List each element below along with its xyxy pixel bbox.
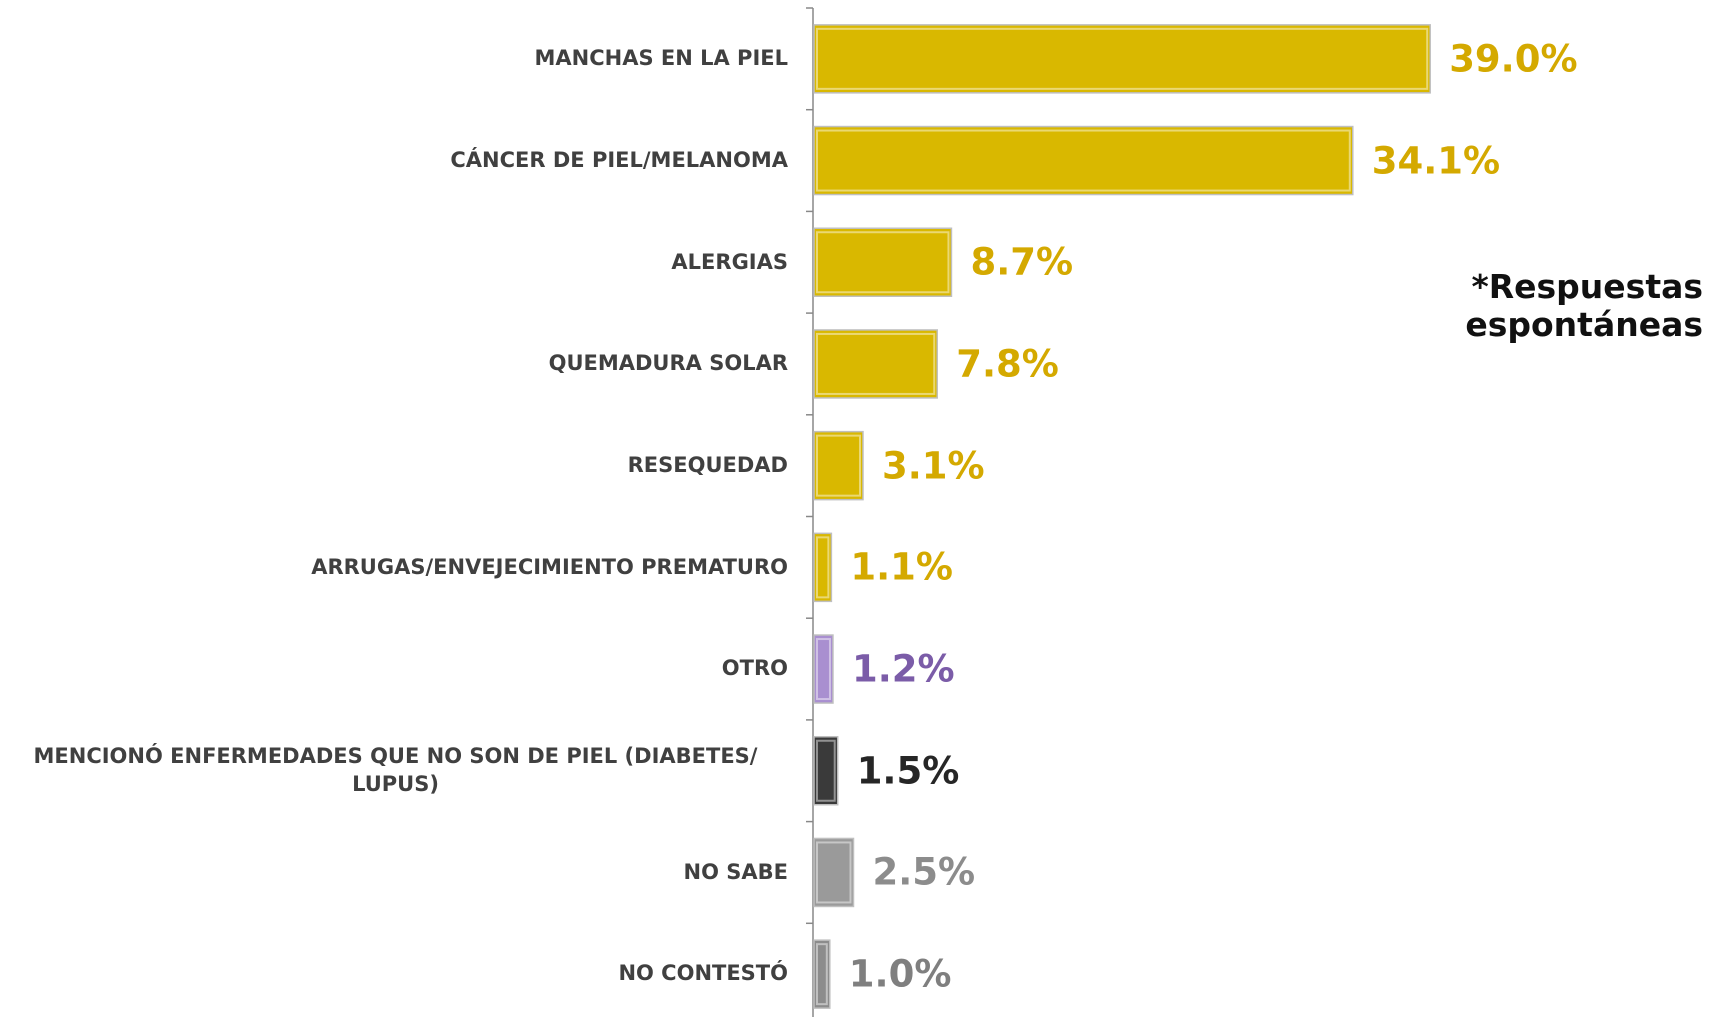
value-label: 3.1% — [881, 444, 985, 488]
category-label: NO SABE — [3, 832, 788, 912]
category-text: RESEQUEDAD — [627, 452, 788, 477]
category-label: OTRO — [3, 629, 788, 709]
category-text: NO CONTESTÓ — [618, 961, 788, 986]
bar-bevel — [816, 943, 828, 1006]
bar-bevel — [816, 739, 836, 802]
category-text: MENCIONÓ ENFERMEDADES QUE NO SON DE PIEL… — [33, 744, 758, 796]
bar — [813, 837, 855, 908]
value-label: 2.5% — [872, 850, 976, 894]
category-label: RESEQUEDAD — [3, 426, 788, 506]
bar-bevel — [816, 27, 1429, 90]
bar-bevel — [816, 434, 861, 497]
value-label: 34.1% — [1371, 139, 1501, 183]
bar — [813, 532, 833, 603]
bar — [813, 736, 839, 806]
bar — [813, 227, 953, 297]
bar — [813, 634, 834, 704]
bar-bevel — [816, 129, 1351, 192]
category-text: QUEMADURA SOLAR — [548, 351, 788, 376]
bar-bevel — [816, 536, 830, 599]
category-label: MENCIONÓ ENFERMEDADES QUE NO SON DE PIEL… — [3, 731, 788, 811]
category-label: ARRUGAS/ENVEJECIMIENTO PREMATURO — [3, 527, 788, 607]
value-label: 1.0% — [848, 952, 952, 996]
value-label: 1.5% — [856, 749, 960, 793]
category-text: ALERGIAS — [671, 249, 788, 274]
category-text: MANCHAS EN LA PIEL — [534, 46, 788, 71]
category-label: ALERGIAS — [3, 222, 788, 302]
category-label: NO CONTESTÓ — [3, 934, 788, 1014]
bar — [813, 430, 864, 501]
category-text: OTRO — [721, 656, 788, 681]
bar-bevel — [816, 638, 831, 701]
category-text: ARRUGAS/ENVEJECIMIENTO PREMATURO — [311, 554, 788, 579]
value-label: 7.8% — [956, 342, 1059, 386]
value-label: 8.7% — [970, 240, 1074, 284]
bar — [813, 125, 1354, 196]
bar-bevel — [816, 841, 852, 904]
bar — [813, 329, 938, 399]
bar-bevel — [816, 332, 936, 395]
category-text: NO SABE — [683, 859, 788, 884]
value-label: 1.1% — [850, 545, 953, 589]
value-label: 39.0% — [1449, 37, 1578, 81]
category-label: CÁNCER DE PIEL/MELANOMA — [3, 121, 788, 201]
bar — [813, 939, 831, 1009]
category-text: CÁNCER DE PIEL/MELANOMA — [450, 147, 788, 172]
annotation: *Respuestas espontáneas — [1465, 267, 1703, 344]
category-label: QUEMADURA SOLAR — [3, 324, 788, 404]
bar-bevel — [816, 231, 950, 294]
category-label: MANCHAS EN LA PIEL — [3, 19, 788, 99]
value-label: 1.2% — [851, 647, 955, 691]
bar — [813, 24, 1431, 94]
